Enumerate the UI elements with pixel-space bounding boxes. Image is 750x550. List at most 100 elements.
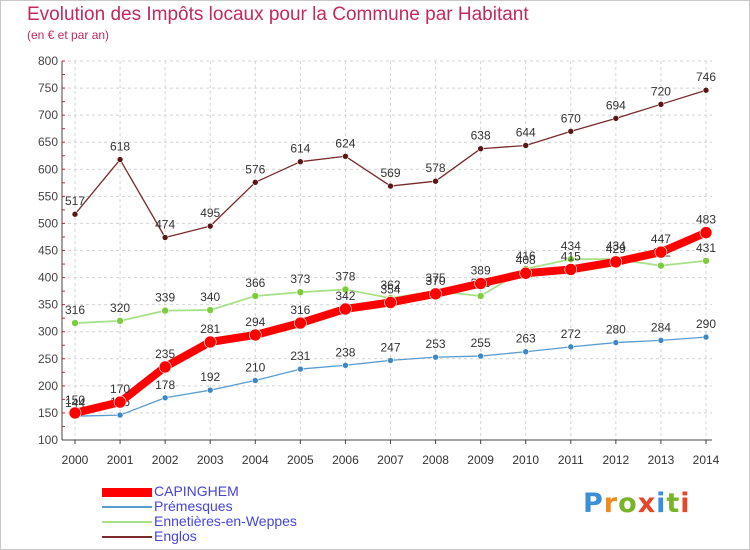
data-point-premesques <box>251 377 259 384</box>
data-label-englos: 638 <box>471 129 491 143</box>
legend-swatch-ennetieres-en-weppes <box>102 521 152 523</box>
data-point-englos <box>477 145 484 153</box>
data-point-englos <box>297 158 304 166</box>
x-tick-label: 2012 <box>603 453 630 467</box>
y-tick-label: 500 <box>38 216 58 230</box>
logo-letter: i <box>656 488 667 519</box>
data-label-capinghem: 389 <box>471 264 491 278</box>
x-tick-label: 2014 <box>693 453 720 467</box>
logo-letter: t <box>666 488 681 519</box>
data-label-englos: 495 <box>200 206 220 220</box>
y-tick-label: 750 <box>38 81 58 95</box>
data-point-capinghem <box>68 406 82 420</box>
data-point-capinghem <box>429 287 442 301</box>
data-label-premesques: 290 <box>696 317 716 331</box>
data-label-englos: 746 <box>696 70 716 84</box>
y-tick-label: 450 <box>38 244 58 258</box>
data-point-ennetieres-en-weppes <box>161 306 169 315</box>
x-tick-label: 2009 <box>467 453 494 467</box>
x-tick-label: 2010 <box>512 453 539 467</box>
data-point-capinghem <box>609 255 623 269</box>
legend-label-premesques: Prémesques <box>154 498 233 514</box>
x-tick-label: 2004 <box>242 453 269 467</box>
data-point-capinghem <box>699 226 713 239</box>
data-label-premesques: 284 <box>651 320 671 334</box>
data-point-englos <box>612 115 620 122</box>
data-label-capinghem: 150 <box>65 393 85 407</box>
data-point-ennetieres-en-weppes <box>251 292 260 300</box>
data-label-englos: 644 <box>516 125 536 139</box>
data-point-ennetieres-en-weppes <box>341 285 350 294</box>
data-point-premesques <box>387 357 394 364</box>
x-tick-label: 2008 <box>422 453 449 467</box>
data-point-premesques <box>477 352 484 360</box>
data-point-ennetieres-en-weppes <box>71 319 79 327</box>
legend-label-ennetieres-en-weppes: Ennetières-en-Weppes <box>154 513 297 529</box>
data-label-premesques: 280 <box>606 323 626 337</box>
logo-letter: P <box>583 488 604 519</box>
data-point-englos <box>251 178 259 186</box>
data-point-capinghem <box>339 302 352 316</box>
x-tick-label: 2002 <box>152 453 179 467</box>
data-label-capinghem: 429 <box>606 242 626 256</box>
data-label-capinghem: 342 <box>335 289 355 303</box>
data-label-ennetieres-en-weppes: 434 <box>561 239 581 253</box>
data-label-englos: 720 <box>651 84 671 98</box>
y-tick-label: 350 <box>38 298 58 312</box>
data-label-ennetieres-en-weppes: 340 <box>200 290 220 304</box>
data-point-premesques <box>297 365 304 373</box>
data-point-ennetieres-en-weppes <box>657 261 665 270</box>
x-tick-label: 2007 <box>377 453 404 467</box>
data-point-premesques <box>522 348 530 356</box>
data-label-premesques: 144 <box>65 396 85 410</box>
data-label-premesques: 231 <box>290 349 310 363</box>
chart-title: Evolution des Impôts locaux pour la Comm… <box>27 4 529 25</box>
x-tick-label: 2003 <box>197 453 224 467</box>
data-label-premesques: 255 <box>471 336 491 350</box>
x-tick-label: 2001 <box>107 453 134 467</box>
y-tick-label: 800 <box>38 54 58 68</box>
data-point-englos <box>387 182 394 190</box>
data-label-capinghem: 370 <box>426 274 446 288</box>
data-point-ennetieres-en-weppes <box>476 292 485 300</box>
data-point-englos <box>71 210 79 218</box>
logo-letter: r <box>603 488 619 519</box>
data-label-capinghem: 235 <box>155 347 175 361</box>
y-tick-label: 650 <box>38 135 58 149</box>
data-point-premesques <box>657 337 665 344</box>
data-label-ennetieres-en-weppes: 362 <box>380 278 400 292</box>
legend-swatch-premesques <box>102 506 152 508</box>
data-point-ennetieres-en-weppes <box>702 256 710 265</box>
data-label-capinghem: 354 <box>380 282 400 296</box>
y-tick-label: 550 <box>38 189 58 203</box>
data-point-ennetieres-en-weppes <box>566 255 575 263</box>
data-label-ennetieres-en-weppes: 339 <box>155 291 175 305</box>
data-point-premesques <box>161 394 169 402</box>
data-label-ennetieres-en-weppes: 434 <box>606 239 626 253</box>
data-label-premesques: 210 <box>245 360 265 374</box>
data-point-ennetieres-en-weppes <box>296 288 305 296</box>
data-point-capinghem <box>113 395 127 409</box>
y-tick-label: 150 <box>38 406 58 420</box>
data-point-capinghem <box>248 328 262 342</box>
data-point-capinghem <box>158 360 172 374</box>
data-point-englos <box>657 101 665 108</box>
data-label-englos: 517 <box>65 194 85 208</box>
data-point-capinghem <box>203 335 217 349</box>
data-label-capinghem: 316 <box>290 303 310 317</box>
data-point-englos <box>432 177 439 185</box>
data-label-ennetieres-en-weppes: 373 <box>290 272 310 286</box>
data-label-capinghem: 294 <box>245 315 265 329</box>
data-label-englos: 576 <box>245 162 265 176</box>
data-point-englos <box>702 86 710 94</box>
data-point-ennetieres-en-weppes <box>206 306 215 314</box>
data-label-ennetieres-en-weppes: 416 <box>516 249 536 263</box>
data-label-premesques: 192 <box>200 370 220 384</box>
x-tick-label: 2013 <box>648 453 675 467</box>
data-point-premesques <box>206 386 214 394</box>
data-label-englos: 624 <box>335 136 355 150</box>
data-label-capinghem: 415 <box>561 249 581 263</box>
data-label-ennetieres-en-weppes: 316 <box>65 303 85 317</box>
data-label-capinghem: 483 <box>696 213 716 227</box>
